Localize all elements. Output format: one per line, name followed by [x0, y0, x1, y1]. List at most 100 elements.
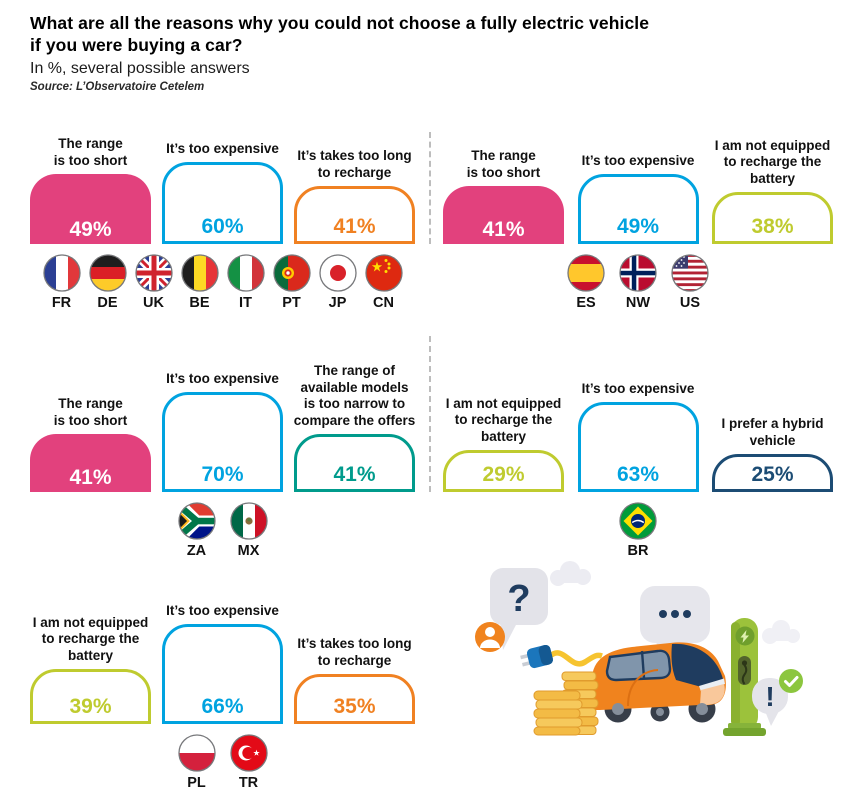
flag-nw: NW — [617, 254, 659, 311]
bar-too-expensive: It’s too expensive 49% — [577, 153, 699, 244]
bar-shape: 29% — [443, 450, 564, 492]
flag-jp: JP — [317, 254, 359, 311]
flag-tr: TR — [228, 734, 270, 791]
bar-shape: 60% — [162, 162, 283, 244]
bar-shape: 39% — [30, 669, 151, 724]
flags-group-2: ES NW US — [443, 254, 833, 311]
bar-value: 41% — [333, 463, 376, 486]
cloud-icon — [762, 620, 800, 644]
flag-mx: MX — [228, 502, 270, 559]
bar-value: 29% — [482, 463, 525, 486]
electric-car — [592, 642, 726, 723]
flags-group-5: PL TR — [30, 734, 415, 791]
bar-label: It’s too expensive — [581, 152, 695, 168]
bar-too-expensive: It’s too expensive 66% — [162, 603, 283, 724]
bar-range-too-short: The range is too short 41% — [30, 396, 151, 492]
flag-es: ES — [565, 254, 607, 311]
bar-range-too-short: The range is too short 41% — [443, 148, 564, 244]
ev-charging-illustration: ? — [475, 561, 803, 736]
bar-value: 38% — [751, 215, 794, 238]
page-title: What are all the reasons why you could n… — [30, 13, 650, 56]
bar-shape: 41% — [294, 434, 415, 492]
bar-label: It’s takes too long to recharge — [297, 636, 412, 668]
bar-too-expensive: It’s too expensive 60% — [162, 141, 283, 244]
flags-group-1: FR DE UK BE IT PT JP CN — [30, 254, 415, 311]
bar-range-too-short: The range is too short 49% — [30, 136, 151, 244]
person-icon — [475, 622, 505, 652]
bar-label: I am not equipped to recharge the batter… — [714, 137, 831, 186]
flag-de: DE — [87, 254, 129, 311]
bar-value: 63% — [616, 463, 660, 486]
bar-label: The range is too short — [466, 148, 541, 180]
bar-label: The range of available models is too nar… — [293, 363, 416, 428]
chat-bubble — [640, 586, 710, 659]
flags-group-4: BR — [443, 502, 833, 559]
header: What are all the reasons why you could n… — [30, 12, 830, 93]
source-note: Source: L’Observatoire Cetelem — [30, 80, 205, 93]
bar-shape: 49% — [30, 174, 151, 244]
flag-it: IT — [225, 254, 267, 311]
bar-value: 66% — [201, 695, 244, 718]
bar-label: It’s too expensive — [166, 602, 279, 618]
charging-cable — [548, 650, 603, 667]
country-group-2: The range is too short 41% It’s too expe… — [443, 128, 833, 244]
bar-shape: 49% — [577, 174, 699, 244]
dashed-divider — [429, 132, 431, 244]
flag-br: BR — [617, 502, 659, 559]
bar-not-equipped-to-recharge: I am not equipped to recharge the batter… — [30, 615, 151, 724]
flag-pl: PL — [176, 734, 218, 791]
flag-be: BE — [179, 254, 221, 311]
country-group-3: The range is too short 41% It’s too expe… — [30, 356, 415, 492]
bar-shape: 41% — [294, 186, 415, 244]
bar-shape: 63% — [577, 402, 699, 492]
ellipsis-dots-icon — [659, 610, 691, 618]
bar-takes-too-long-to-recharge: It’s takes too long to recharge 35% — [294, 636, 415, 724]
bar-label: I prefer a hybrid vehicle — [721, 416, 824, 448]
charging-station — [723, 618, 766, 736]
bar-shape: 35% — [294, 674, 415, 724]
lightning-icon — [740, 630, 749, 643]
bar-value: 60% — [201, 215, 244, 238]
bar-label: It’s too expensive — [166, 140, 279, 156]
country-group-1: The range is too short 49% It’s too expe… — [30, 128, 415, 244]
flag-za: ZA — [176, 502, 218, 559]
question-bubble: ? — [490, 568, 548, 650]
bar-value: 35% — [333, 695, 376, 718]
country-group-5: I am not equipped to recharge the batter… — [30, 603, 415, 724]
bar-value: 41% — [482, 218, 525, 241]
dashed-divider — [429, 336, 431, 492]
flag-fr: FR — [41, 254, 83, 311]
coin-stack — [533, 671, 599, 736]
flags-group-3: ZA MX — [30, 502, 415, 559]
bar-shape: 66% — [162, 624, 283, 724]
question-mark: ? — [507, 578, 530, 620]
bar-prefer-hybrid-vehicle: I prefer a hybrid vehicle 25% — [712, 416, 833, 492]
bar-label: I am not equipped to recharge the batter… — [445, 395, 562, 444]
bar-value: 39% — [69, 695, 112, 718]
country-group-4: I am not equipped to recharge the batter… — [443, 356, 833, 492]
bar-shape: 70% — [162, 392, 283, 492]
bar-label: The range is too short — [53, 396, 128, 428]
bar-shape: 41% — [443, 186, 564, 244]
bar-shape: 38% — [712, 192, 833, 244]
bar-too-expensive: It’s too expensive 63% — [577, 381, 699, 492]
flag-us: US — [669, 254, 711, 311]
flag-pt: PT — [271, 254, 313, 311]
page-subtitle: In %, several possible answers — [30, 59, 250, 77]
bar-value: 49% — [69, 218, 112, 241]
plug-icon — [520, 644, 553, 669]
bar-too-expensive: It’s too expensive 70% — [162, 371, 283, 492]
bar-value: 49% — [616, 215, 660, 238]
bar-not-equipped-to-recharge: I am not equipped to recharge the batter… — [712, 138, 833, 244]
bar-label: I am not equipped to recharge the batter… — [32, 614, 149, 663]
cloud-icon — [550, 561, 591, 586]
bar-value: 41% — [333, 215, 376, 238]
bar-models-range-too-narrow: The range of available models is too nar… — [294, 363, 415, 492]
flag-uk: UK — [133, 254, 175, 311]
bar-value: 41% — [69, 466, 112, 489]
bar-value: 70% — [201, 463, 244, 486]
bar-shape: 25% — [712, 454, 833, 492]
bar-label: It’s too expensive — [581, 380, 695, 396]
bar-takes-too-long-to-recharge: It’s takes too long to recharge 41% — [294, 148, 415, 244]
bar-label: The range is too short — [53, 136, 128, 168]
